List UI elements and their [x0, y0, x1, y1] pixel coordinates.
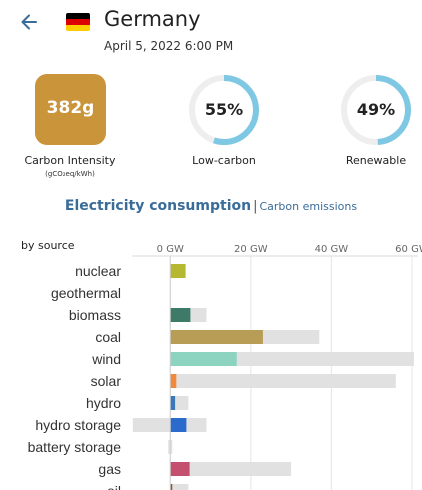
source-label: coal [95, 329, 121, 345]
x-tick-label: 0 GW [157, 244, 184, 255]
production-bar [170, 264, 186, 278]
production-bar [170, 374, 177, 388]
source-label: solar [91, 373, 122, 389]
renewable-label: Renewable [345, 154, 407, 167]
source-label: oil [107, 483, 121, 490]
production-bar [170, 308, 191, 322]
production-bar [170, 484, 173, 490]
tab-electricity-consumption[interactable]: Electricity consumption [64, 198, 252, 214]
x-tick-label: 20 GW [234, 244, 268, 255]
production-bar [170, 396, 176, 410]
source-label: wind [91, 351, 121, 367]
tab-carbon-emissions[interactable]: Carbon emissions [259, 200, 358, 213]
production-bar [170, 330, 263, 344]
renewable-gauge: 49% [340, 74, 412, 146]
electricity-by-source-chart: 0 GW 20 GW 40 GW 60 GW nuclear geothermal biom… [28, 244, 422, 490]
production-bar [170, 462, 190, 476]
carbon-intensity-unit: (gCO₂eq/kWh) [45, 170, 95, 178]
tab-separator: | [253, 199, 258, 214]
production-bar [170, 418, 187, 432]
carbon-intensity-box: 382g [35, 74, 106, 145]
carbon-intensity-value: 382g [46, 98, 95, 118]
production-bar [170, 352, 237, 366]
capacity-bar [170, 374, 396, 388]
carbon-intensity-label: Carbon Intensity [24, 154, 116, 167]
source-label: gas [98, 461, 121, 477]
capacity-bar [170, 462, 292, 476]
low-carbon-value: 55% [204, 100, 244, 119]
mode-tabs: Electricity consumption | Carbon emissions [0, 198, 422, 214]
chart-subtitle: by source [21, 239, 75, 252]
back-arrow-icon[interactable] [16, 8, 44, 36]
low-carbon-label: Low-carbon [192, 154, 256, 167]
country-name: Germany [104, 7, 201, 31]
capacity-bar [132, 418, 207, 432]
x-tick-label: 60 GW [395, 244, 422, 255]
source-label: geothermal [51, 285, 121, 301]
source-label: battery storage [28, 439, 122, 455]
source-label: hydro storage [35, 417, 121, 433]
germany-flag-icon [66, 13, 90, 31]
capacity-bar [170, 484, 189, 490]
low-carbon-gauge: 55% [188, 74, 260, 146]
datetime: April 5, 2022 6:00 PM [104, 39, 234, 53]
x-tick-label: 40 GW [315, 244, 349, 255]
source-label: biomass [69, 307, 121, 323]
renewable-value: 49% [356, 100, 396, 119]
source-label: nuclear [75, 263, 121, 279]
header: Germany April 5, 2022 6:00 PM [0, 0, 422, 60]
source-label: hydro [86, 395, 121, 411]
